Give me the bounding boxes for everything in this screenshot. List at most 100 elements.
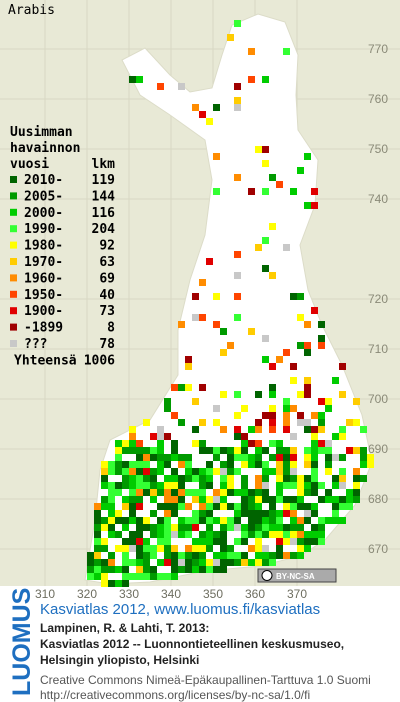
occurrence-square xyxy=(290,468,297,475)
occurrence-square xyxy=(206,118,213,125)
occurrence-square xyxy=(290,552,297,559)
occurrence-square xyxy=(339,426,346,433)
occurrence-square xyxy=(143,517,150,524)
occurrence-square xyxy=(304,482,311,489)
license-badge: BY-NC-SA xyxy=(257,568,337,583)
occurrence-square xyxy=(255,559,262,566)
occurrence-square xyxy=(241,405,248,412)
occurrence-square xyxy=(122,461,129,468)
occurrence-square xyxy=(164,559,171,566)
occurrence-square xyxy=(311,454,318,461)
occurrence-square xyxy=(178,475,185,482)
occurrence-square xyxy=(241,531,248,538)
occurrence-square xyxy=(255,517,262,524)
occurrence-square xyxy=(192,398,199,405)
occurrence-square xyxy=(171,524,178,531)
occurrence-square xyxy=(206,475,213,482)
occurrence-square xyxy=(332,433,339,440)
occurrence-square xyxy=(220,328,227,335)
occurrence-square xyxy=(297,496,304,503)
occurrence-square xyxy=(269,405,276,412)
occurrence-square xyxy=(332,377,339,384)
y-label: 690 xyxy=(368,442,388,456)
occurrence-square xyxy=(213,552,220,559)
occurrence-square xyxy=(262,489,269,496)
occurrence-square xyxy=(171,468,178,475)
occurrence-square xyxy=(108,510,115,517)
occurrence-square xyxy=(185,454,192,461)
occurrence-square xyxy=(290,524,297,531)
occurrence-square xyxy=(206,566,213,573)
occurrence-square xyxy=(304,384,311,391)
occurrence-square xyxy=(108,482,115,489)
occurrence-square xyxy=(178,566,185,573)
occurrence-square xyxy=(87,573,94,580)
occurrence-square xyxy=(143,482,150,489)
occurrence-square xyxy=(234,391,241,398)
occurrence-square xyxy=(171,559,178,566)
occurrence-square xyxy=(248,559,255,566)
occurrence-square xyxy=(304,447,311,454)
occurrence-square xyxy=(360,426,367,433)
occurrence-square xyxy=(248,454,255,461)
occurrence-square xyxy=(192,524,199,531)
occurrence-square xyxy=(227,552,234,559)
occurrence-square xyxy=(220,552,227,559)
legend-label: 1980- xyxy=(24,239,63,254)
occurrence-square xyxy=(234,510,241,517)
occurrence-square xyxy=(283,398,290,405)
occurrence-square xyxy=(269,412,276,419)
citation: Lampinen, R. & Lahti, T. 2013: Kasviatla… xyxy=(40,621,344,667)
occurrence-square xyxy=(297,419,304,426)
occurrence-square xyxy=(262,356,269,363)
occurrence-square xyxy=(290,293,297,300)
occurrence-square xyxy=(178,419,185,426)
occurrence-square xyxy=(150,573,157,580)
occurrence-square xyxy=(129,559,136,566)
atlas-link[interactable]: Kasviatlas 2012, www.luomus.fi/kasviatla… xyxy=(40,601,320,618)
occurrence-square xyxy=(339,433,346,440)
occurrence-square xyxy=(213,447,220,454)
occurrence-square xyxy=(325,517,332,524)
occurrence-square xyxy=(304,419,311,426)
occurrence-square xyxy=(276,356,283,363)
occurrence-square xyxy=(199,517,206,524)
occurrence-square xyxy=(367,461,374,468)
y-label: 740 xyxy=(368,192,388,206)
occurrence-square xyxy=(115,447,122,454)
occurrence-square xyxy=(101,559,108,566)
legend-count: 119 xyxy=(92,173,115,188)
occurrence-square xyxy=(150,545,157,552)
occurrence-square xyxy=(248,426,255,433)
occurrence-square xyxy=(325,489,332,496)
occurrence-square xyxy=(199,559,206,566)
occurrence-square xyxy=(157,482,164,489)
occurrence-square xyxy=(311,538,318,545)
occurrence-square xyxy=(185,475,192,482)
occurrence-square xyxy=(262,559,269,566)
occurrence-square xyxy=(311,426,318,433)
occurrence-square xyxy=(269,426,276,433)
occurrence-square xyxy=(269,496,276,503)
occurrence-square xyxy=(360,447,367,454)
occurrence-square xyxy=(262,146,269,153)
occurrence-square xyxy=(269,552,276,559)
occurrence-square xyxy=(325,405,332,412)
occurrence-square xyxy=(248,188,255,195)
occurrence-square xyxy=(311,475,318,482)
occurrence-square xyxy=(304,510,311,517)
occurrence-square xyxy=(206,545,213,552)
occurrence-square xyxy=(318,531,325,538)
y-labels: 770 760 750 740 720 710 700 690 680 670 xyxy=(368,42,388,556)
occurrence-square xyxy=(318,440,325,447)
occurrence-square xyxy=(283,531,290,538)
occurrence-square xyxy=(129,538,136,545)
occurrence-square xyxy=(164,461,171,468)
occurrence-square xyxy=(129,426,136,433)
occurrence-square xyxy=(255,510,262,517)
occurrence-square xyxy=(318,517,325,524)
occurrence-square xyxy=(234,538,241,545)
occurrence-square xyxy=(262,265,269,272)
occurrence-square xyxy=(164,454,171,461)
occurrence-square xyxy=(269,531,276,538)
